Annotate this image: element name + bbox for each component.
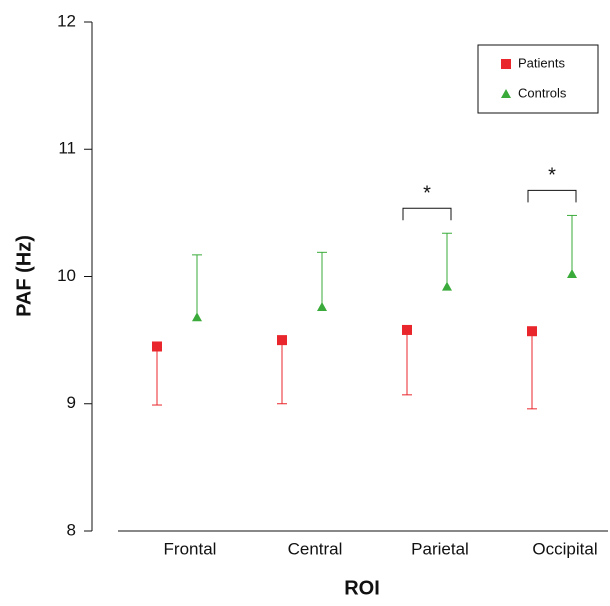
y-axis-title: PAF (Hz) <box>13 235 35 317</box>
y-tick-label: 12 <box>57 11 76 30</box>
significance-label: * <box>548 165 556 187</box>
y-tick-label: 10 <box>57 266 76 285</box>
error-bar <box>277 340 287 405</box>
significance-label: * <box>423 183 431 205</box>
point <box>152 341 162 352</box>
point <box>192 312 202 322</box>
significance-bracket <box>527 189 577 203</box>
error-bar <box>527 331 537 410</box>
point <box>527 326 537 337</box>
error-bar <box>192 254 202 318</box>
y-tick-label: 8 <box>67 520 76 539</box>
point <box>567 268 577 278</box>
legend-label: Patients <box>518 55 565 70</box>
error-bar <box>317 251 327 308</box>
error-bar <box>567 214 577 274</box>
point <box>317 302 327 312</box>
x-tick-label: Frontal <box>164 539 217 558</box>
error-bar <box>402 329 412 396</box>
legend-marker <box>501 89 511 98</box>
y-tick-label: 9 <box>67 393 76 412</box>
x-tick-label: Occipital <box>532 539 597 558</box>
point <box>277 335 287 346</box>
point <box>442 281 452 291</box>
legend-label: Controls <box>518 85 567 100</box>
y-tick-label: 11 <box>58 139 76 158</box>
significance-bracket <box>402 207 452 221</box>
x-axis-title: ROI <box>344 577 380 599</box>
point <box>402 324 412 335</box>
error-bar <box>442 232 452 287</box>
legend <box>477 44 599 114</box>
error-bar <box>152 346 162 406</box>
legend-marker <box>501 59 511 69</box>
x-tick-label: Central <box>288 539 343 558</box>
x-tick-label: Parietal <box>411 539 469 558</box>
